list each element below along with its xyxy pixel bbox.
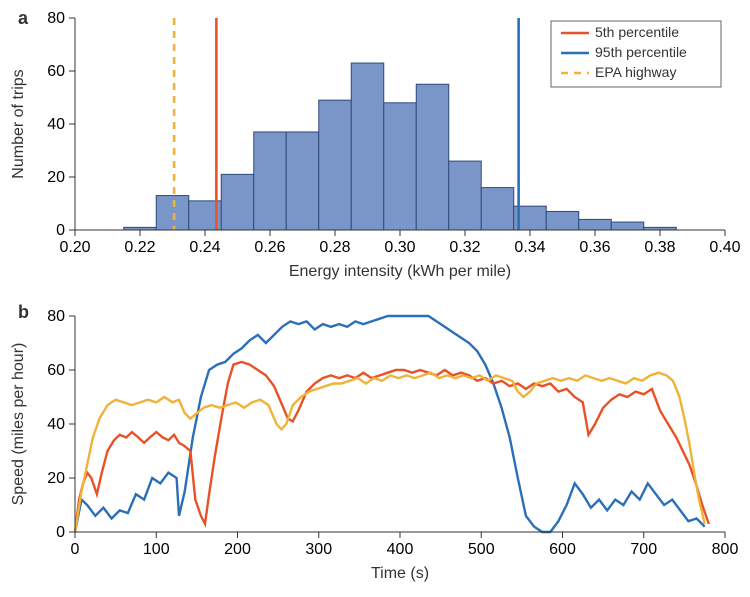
histogram-bar (221, 174, 254, 230)
x-tick-label: 0.20 (59, 239, 90, 256)
x-tick-label: 800 (712, 541, 739, 558)
y-tick-label: 60 (47, 63, 65, 80)
histogram-bar (546, 211, 579, 230)
y-tick-label: 60 (47, 362, 65, 379)
x-tick-label: 500 (468, 541, 495, 558)
x-tick-label: 400 (387, 541, 414, 558)
x-tick-label: 0.24 (189, 239, 220, 256)
y-axis-label-a: Number of trips (10, 69, 27, 178)
x-tick-label: 0.22 (124, 239, 155, 256)
x-tick-label: 0.26 (254, 239, 285, 256)
x-tick-label: 0 (71, 541, 80, 558)
histogram-bar (254, 132, 287, 230)
histogram-bar (156, 196, 189, 230)
x-tick-label: 0.36 (579, 239, 610, 256)
speed-series (75, 316, 705, 532)
histogram-chart: 0.20 0.22 0.24 0.26 0.28 0.30 0.32 0.34 0.36 0.38… (0, 0, 750, 290)
x-tick-label: 0.34 (514, 239, 545, 256)
legend-label: 95th percentile (595, 44, 687, 60)
legend-label: EPA highway (595, 64, 676, 80)
x-tick-label: 0.32 (449, 239, 480, 256)
x-tick-label: 700 (630, 541, 657, 558)
speed-series (75, 362, 709, 532)
histogram-bar (611, 222, 644, 230)
histogram-bar (319, 100, 352, 230)
histogram-bar (481, 188, 514, 230)
y-tick-label: 20 (47, 470, 65, 487)
y-axis-label-b: Speed (miles per hour) (10, 343, 27, 506)
x-tick-label: 200 (224, 541, 251, 558)
histogram-bar (416, 84, 449, 230)
y-tick-label: 80 (47, 308, 65, 325)
x-axis-label-a: Energy intensity (kWh per mile) (289, 263, 511, 280)
x-tick-label: 0.28 (319, 239, 350, 256)
legend: 5th percentile 95th percentile EPA highway (551, 21, 721, 87)
histogram-bar (449, 161, 482, 230)
x-tick-label: 600 (549, 541, 576, 558)
y-tick-label: 40 (47, 416, 65, 433)
histogram-bar (579, 219, 612, 230)
histogram-bar (351, 63, 384, 230)
y-tick-label: 40 (47, 116, 65, 133)
x-tick-label: 0.40 (709, 239, 740, 256)
speed-line-chart: 0 100 200 300 400 500 600 700 800 0 20 40 60 80 Time … (0, 298, 750, 594)
x-tick-label: 0.30 (384, 239, 415, 256)
histogram-bar (384, 103, 417, 230)
y-tick-label: 80 (47, 10, 65, 27)
y-tick-label: 0 (56, 222, 65, 239)
x-tick-label: 100 (143, 541, 170, 558)
x-axis-label-b: Time (s) (371, 565, 429, 582)
legend-label: 5th percentile (595, 24, 679, 40)
histogram-bar (286, 132, 319, 230)
x-tick-label: 300 (305, 541, 332, 558)
x-tick-label: 0.38 (644, 239, 675, 256)
y-tick-label: 20 (47, 169, 65, 186)
y-tick-label: 0 (56, 524, 65, 541)
